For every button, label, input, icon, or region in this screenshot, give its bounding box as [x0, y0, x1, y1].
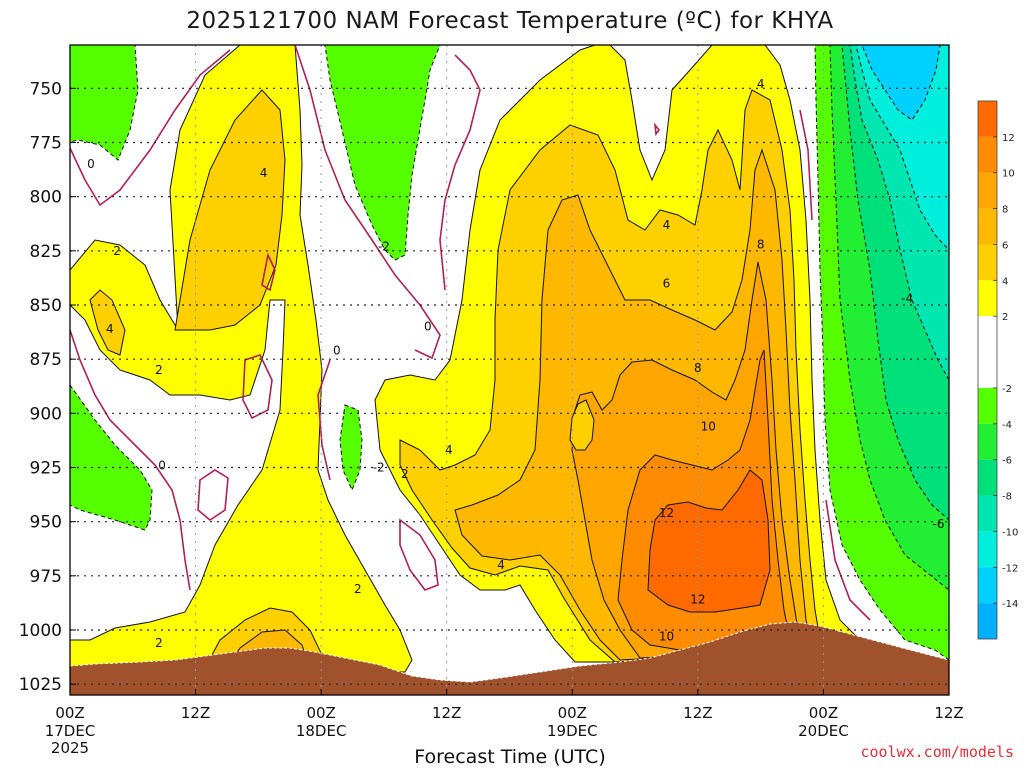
- colorbar-tick-label: -2: [1002, 384, 1012, 395]
- y-tick-label: 800: [30, 188, 62, 208]
- colorbar-band: [978, 567, 997, 604]
- region-cold-column: [324, 45, 441, 261]
- colorbar-band: [978, 172, 997, 209]
- y-tick-label: 775: [30, 134, 62, 154]
- colorbar-band: [978, 603, 997, 639]
- contour-label: -4: [901, 292, 913, 306]
- colorbar-band: [978, 387, 997, 424]
- contour-label: 8: [757, 237, 765, 251]
- contour-label: 0: [333, 344, 341, 358]
- x-tick-label: 12Z: [683, 704, 712, 722]
- y-tick-label: 850: [30, 296, 62, 316]
- contour-label: 0: [87, 157, 95, 171]
- x-tick-label: 00Z: [306, 704, 335, 722]
- chart-title: 2025121700 NAM Forecast Temperature (ºC)…: [186, 8, 833, 34]
- region-cold-small: [339, 404, 363, 492]
- colorbar-tick-label: 12: [1002, 133, 1015, 144]
- y-tick-label: 950: [30, 513, 62, 533]
- credit-text: coolwx.com/models: [860, 743, 1014, 761]
- colorbar-tick-label: -4: [1002, 420, 1012, 431]
- contour-label: -2: [378, 240, 390, 254]
- colorbar-band: [978, 280, 997, 317]
- contour-label: 2: [113, 244, 121, 258]
- x-tick-date: 20DEC: [798, 722, 849, 740]
- contour-label: 4: [106, 322, 114, 336]
- y-tick-label: 750: [30, 79, 62, 99]
- colorbar-tick-label: 4: [1002, 276, 1008, 287]
- contour-label: 10: [701, 419, 716, 433]
- contour-label: 4: [445, 443, 453, 457]
- colorbar-tick-label: -6: [1002, 456, 1012, 467]
- contour-label: -2: [373, 461, 385, 475]
- contour-label: 0: [158, 458, 166, 472]
- contour-label: 10: [659, 630, 674, 644]
- x-tick-year: 2025: [51, 739, 89, 757]
- plot-frame: [69, 44, 950, 696]
- contour-label: -6: [933, 517, 945, 531]
- x-axis-label: Forecast Time (UTC): [414, 746, 605, 768]
- y-tick-label: 1000: [19, 621, 62, 641]
- colorbar-band: [978, 136, 997, 173]
- y-tick-label: 825: [30, 242, 62, 262]
- region-warm-left: [70, 45, 413, 673]
- colorbar-tick-label: -12: [1002, 563, 1018, 574]
- y-tick-label: 875: [30, 350, 62, 370]
- x-tick-date: 17DEC: [45, 722, 96, 740]
- contour-label: 4: [757, 77, 765, 91]
- contour-label: 12: [659, 506, 674, 520]
- colorbar-tick-label: 10: [1002, 169, 1015, 180]
- colorbar-band: [978, 495, 997, 532]
- x-tick-label: 12Z: [432, 704, 461, 722]
- zero-contours: [70, 45, 871, 621]
- contour-label: 2: [155, 636, 163, 650]
- colorbar-tick-label: 6: [1002, 240, 1008, 251]
- colorbar-tick-label: 8: [1002, 205, 1008, 216]
- x-tick-label: 12Z: [181, 704, 210, 722]
- colorbar-band: [978, 244, 997, 281]
- x-tick-label: 00Z: [558, 704, 587, 722]
- colorbar-frame: [977, 100, 998, 640]
- region-cold-topleft: [70, 45, 139, 161]
- colorbar-tick-label: 2: [1002, 312, 1008, 323]
- contour-label: 4: [260, 166, 268, 180]
- contour-label: 8: [694, 361, 702, 375]
- heatmap-field: [70, 45, 949, 695]
- colorbar-band: [978, 459, 997, 496]
- contour-label: 2: [155, 363, 163, 377]
- colorbar-tick-label: -10: [1002, 527, 1018, 538]
- terrain: [70, 621, 949, 695]
- y-tick-label: 1025: [19, 675, 62, 695]
- x-tick-date: 18DEC: [296, 722, 347, 740]
- contour-label: 2: [354, 582, 362, 596]
- x-tick-date: 19DEC: [547, 722, 598, 740]
- y-tick-label: 900: [30, 404, 62, 424]
- x-tick-label: 00Z: [809, 704, 838, 722]
- colorbar: 12 10 8 6 4 2 -2 -4 -6 -8 -10 -12 -14: [977, 100, 1018, 640]
- y-tick-label: 975: [30, 567, 62, 587]
- colorbar-band: [978, 423, 997, 460]
- y-axis: 750 775 800 825 850 875 900 925 950 975 1000 1025: [19, 79, 76, 695]
- x-tick-label: 12Z: [934, 704, 963, 722]
- contour-label: 0: [424, 320, 432, 334]
- contour-label: 4: [497, 558, 505, 572]
- colorbar-band: [978, 531, 997, 568]
- contour-label: 12: [690, 593, 705, 607]
- x-tick-label: 00Z: [55, 704, 84, 722]
- colorbar-band: [978, 208, 997, 245]
- colorbar-tick-label: -14: [1002, 599, 1018, 610]
- region-cold-left: [70, 384, 153, 531]
- colorbar-tick-label: -8: [1002, 492, 1012, 503]
- contour-label: 4: [663, 218, 671, 232]
- colorbar-band: [978, 101, 997, 137]
- y-tick-label: 925: [30, 459, 62, 479]
- contour-label: 2: [401, 467, 409, 481]
- contour-label: 6: [663, 276, 671, 290]
- contour-labels: 0 4 2 4 2 0 2 -2 2 0 -2 0 2 4 4 4 6 8 10 12 12 10 4 8 -4 -6: [87, 77, 945, 650]
- colorbar-band: [978, 316, 997, 388]
